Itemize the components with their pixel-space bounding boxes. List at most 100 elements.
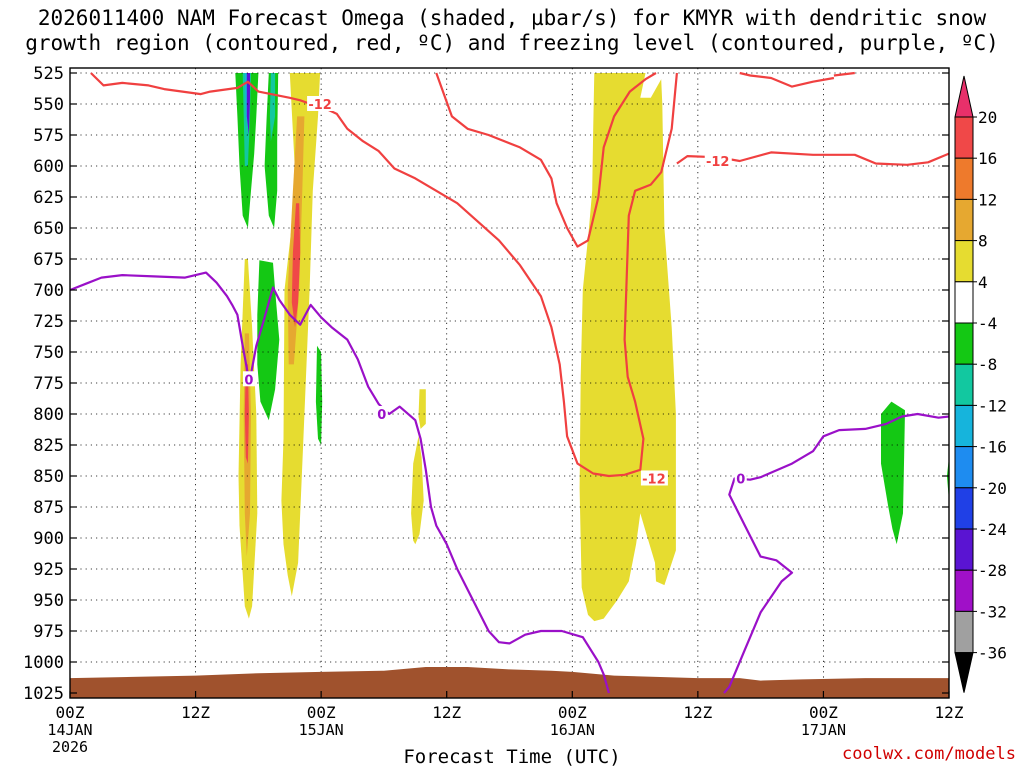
contour-label-bg — [375, 406, 388, 421]
title-line-2: growth region (contoured, red, ºC) and f… — [25, 31, 999, 55]
x-year-label: 2026 — [52, 738, 88, 756]
x-date-label: 17JAN — [801, 721, 846, 739]
omega-region-3 — [418, 389, 426, 429]
title-line-1: 2026011400 NAM Forecast Omega (shaded, µ… — [37, 6, 987, 30]
dendritic-label: -12 — [308, 98, 332, 113]
colorbar-segment — [954, 528, 974, 571]
contour-label-bg — [704, 153, 732, 169]
y-tick-label: 650 — [33, 219, 64, 239]
colorbar: 20 16 12 8 4 -4 -8 -12 -16 -20 -24 -28 -32 -36 — [954, 75, 1007, 693]
contour-label-bg — [307, 96, 335, 111]
y-tick-label: 625 — [33, 188, 64, 208]
y-tick-label: 925 — [33, 560, 64, 580]
y-axis: 525 550 575 600 625 650 675 700 725 750 775 800 825 8… — [23, 64, 949, 704]
x-tick-label: 12Z — [432, 703, 461, 722]
freezing-contour — [723, 412, 949, 694]
omega-region-12 — [315, 345, 323, 445]
dendritic-label: -12 — [706, 155, 730, 170]
x-date-label: 15JAN — [299, 721, 344, 739]
freezing-contour — [70, 271, 610, 694]
colorbar-segment — [954, 281, 974, 324]
y-tick-label: 900 — [33, 529, 64, 549]
freezing-label: 0 — [377, 408, 386, 423]
colorbar-segment — [954, 198, 974, 242]
colorbar-label: -36 — [978, 644, 1007, 663]
site-credit: coolwx.com/models — [842, 744, 1016, 764]
y-tick-label: 750 — [33, 343, 64, 363]
y-tick-label: 1025 — [23, 684, 64, 704]
omega-region-16 — [269, 73, 276, 142]
colorbar-segment — [954, 487, 974, 530]
terrain — [70, 667, 949, 698]
omega-region-7 — [291, 203, 301, 328]
contour-label-bg — [242, 371, 255, 387]
colorbar-top-arrow — [954, 75, 974, 118]
colorbar-label: -20 — [978, 479, 1007, 498]
chart-title: 2026011400 NAM Forecast Omega (shaded, µ… — [0, 6, 1024, 56]
colorbar-label: -8 — [978, 355, 997, 374]
x-tick-label: 12Z — [935, 703, 964, 722]
y-tick-label: 600 — [33, 157, 64, 177]
colorbar-label: -28 — [978, 561, 1007, 580]
freezing-label: 0 — [244, 373, 253, 388]
y-tick-label: 800 — [33, 405, 64, 425]
x-tick-label: 12Z — [683, 703, 712, 722]
colorbar-label: 20 — [978, 108, 997, 127]
colorbar-segment — [954, 240, 974, 283]
colorbar-segment — [954, 446, 974, 489]
colorbar-label: 16 — [978, 149, 997, 168]
omega-region-4 — [579, 73, 676, 622]
colorbar-label: 12 — [978, 190, 997, 209]
colorbar-segment — [954, 569, 974, 612]
dendritic-label: -12 — [642, 472, 666, 487]
dendritic-contours — [90, 71, 949, 478]
plot-background — [70, 68, 949, 698]
y-tick-label: 875 — [33, 498, 64, 518]
dendritic-contour — [739, 71, 835, 88]
x-tick-label: 00Z — [558, 703, 587, 722]
contour-labels: -12 -12 -12 0 0 0 — [242, 96, 747, 487]
x-tick-label: 00Z — [809, 703, 838, 722]
x-date-label: 14JAN — [47, 721, 92, 739]
y-tick-label: 525 — [33, 64, 64, 84]
y-tick-label: 675 — [33, 250, 64, 270]
colorbar-segment — [954, 322, 974, 365]
y-tick-label: 975 — [33, 622, 64, 642]
colorbar-segment — [954, 610, 974, 654]
dendritic-contour — [90, 72, 678, 478]
colorbar-label: -12 — [978, 396, 1007, 415]
y-tick-label: 850 — [33, 467, 64, 487]
omega-region-11 — [257, 260, 280, 421]
freezing-level-contours — [70, 271, 949, 694]
colorbar-label: -32 — [978, 602, 1007, 621]
omega-region-13 — [881, 401, 905, 545]
colorbar-label: 4 — [978, 273, 988, 292]
y-tick-label: 1000 — [23, 653, 64, 673]
y-tick-label: 775 — [33, 374, 64, 394]
colorbar-label: -4 — [978, 314, 997, 333]
y-tick-label: 575 — [33, 126, 64, 146]
colorbar-segment — [954, 363, 974, 406]
colorbar-label: -16 — [978, 438, 1007, 457]
y-tick-label: 950 — [33, 591, 64, 611]
y-tick-label: 700 — [33, 281, 64, 301]
colorbar-label: -24 — [978, 520, 1007, 539]
omega-region-2 — [411, 436, 424, 545]
ground-surface — [70, 667, 949, 698]
omega-region-0 — [281, 73, 321, 597]
colorbar-segment — [954, 404, 974, 448]
dendritic-contour — [435, 72, 657, 248]
freezing-label: 0 — [736, 472, 745, 487]
x-tick-label: 00Z — [56, 703, 85, 722]
x-tick-label: 12Z — [181, 703, 210, 722]
x-tick-label: 00Z — [307, 703, 336, 722]
colorbar-segment — [954, 116, 974, 159]
colorbar-segment — [954, 157, 974, 200]
y-tick-label: 825 — [33, 436, 64, 456]
colorbar-label: 8 — [978, 232, 988, 251]
contour-label-bg — [734, 470, 747, 486]
contour-label-bg — [640, 470, 668, 486]
omega-region-18 — [246, 73, 250, 135]
